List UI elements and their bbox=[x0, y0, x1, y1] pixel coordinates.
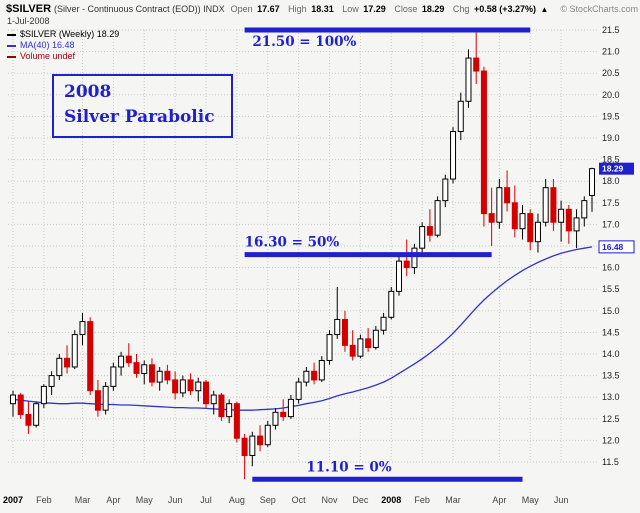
symbol: $SILVER bbox=[6, 3, 52, 15]
svg-text:12.0: 12.0 bbox=[602, 435, 620, 445]
candles-layer bbox=[10, 32, 595, 480]
svg-text:May: May bbox=[522, 495, 540, 505]
legend-label: $SILVER (Weekly) 18.29 bbox=[20, 29, 120, 39]
svg-text:14.0: 14.0 bbox=[602, 349, 620, 359]
svg-text:Dec: Dec bbox=[352, 495, 369, 505]
chg-label: Chg bbox=[452, 4, 470, 14]
svg-text:20.5: 20.5 bbox=[602, 68, 620, 78]
open-value: 17.67 bbox=[257, 4, 280, 14]
high-label: High bbox=[288, 4, 307, 14]
svg-text:17.0: 17.0 bbox=[602, 219, 620, 229]
svg-text:Mar: Mar bbox=[445, 495, 461, 505]
svg-text:Feb: Feb bbox=[414, 495, 430, 505]
high-value: 18.31 bbox=[311, 4, 334, 14]
svg-text:16.30 = 50%: 16.30 = 50% bbox=[245, 235, 340, 251]
chart-date: 1-Jul-2008 bbox=[7, 16, 50, 26]
x-axis-labels: 2007 Feb Mar Apr May Jun Jul Aug Sep Oct Nov Dec 200… bbox=[3, 495, 568, 505]
title-description: (Silver - Continuous Contract (EOD)) IND… bbox=[54, 4, 225, 14]
last-price-tag bbox=[599, 162, 634, 175]
candlestick-series-icon bbox=[7, 33, 16, 36]
chg-value: +0.58 (+3.27%) bbox=[473, 4, 536, 14]
svg-text:15.0: 15.0 bbox=[602, 306, 620, 316]
svg-text:12.5: 12.5 bbox=[602, 414, 620, 424]
annotation-box: 2008 Silver Parabolic bbox=[52, 74, 233, 139]
svg-text:Apr: Apr bbox=[106, 495, 120, 505]
svg-text:17.5: 17.5 bbox=[602, 198, 620, 208]
svg-text:May: May bbox=[136, 495, 154, 505]
svg-text:18.29: 18.29 bbox=[602, 164, 624, 174]
annotation-box-line1: 2008 bbox=[64, 82, 112, 102]
open-label: Open bbox=[230, 4, 253, 14]
legend-label: MA(40) 16.48 bbox=[20, 40, 75, 50]
low-label: Low bbox=[342, 4, 359, 14]
svg-text:19.0: 19.0 bbox=[602, 133, 620, 143]
ma-value-tag bbox=[598, 240, 635, 254]
annotation-box-line2: Silver Parabolic bbox=[64, 106, 215, 127]
legend-item-1: MA(40) 16.48 bbox=[7, 40, 119, 51]
svg-text:13.5: 13.5 bbox=[602, 371, 620, 381]
ma-line-icon bbox=[7, 44, 16, 47]
svg-text:Mar: Mar bbox=[75, 495, 91, 505]
svg-text:11.10 = 0%: 11.10 = 0% bbox=[306, 459, 391, 475]
fib-annotation-lines: 21.50 = 100% 16.30 = 50% 11.10 = 0% bbox=[244, 27, 531, 482]
svg-text:13.0: 13.0 bbox=[602, 392, 620, 402]
close-value: 18.29 bbox=[421, 4, 445, 14]
svg-text:21.0: 21.0 bbox=[602, 47, 620, 57]
svg-text:19.5: 19.5 bbox=[602, 111, 620, 121]
chart-header: $SILVER (Silver - Continuous Contract (E… bbox=[6, 3, 639, 15]
price-tags: 18.29 16.48 bbox=[598, 162, 635, 254]
svg-text:Feb: Feb bbox=[36, 495, 52, 505]
svg-text:Sep: Sep bbox=[260, 495, 276, 505]
legend: $SILVER (Weekly) 18.29 MA(40) 16.48 Volu… bbox=[7, 29, 119, 62]
svg-text:Oct: Oct bbox=[292, 495, 307, 505]
svg-text:18.5: 18.5 bbox=[602, 155, 620, 165]
svg-text:Jun: Jun bbox=[168, 495, 183, 505]
up-arrow-icon: ▲ bbox=[540, 5, 549, 14]
volume-series-icon bbox=[7, 55, 16, 58]
close-label: Close bbox=[394, 4, 418, 14]
svg-text:21.5: 21.5 bbox=[602, 25, 620, 35]
svg-text:2007: 2007 bbox=[3, 495, 23, 505]
svg-text:Jul: Jul bbox=[200, 495, 212, 505]
ma40-line bbox=[12, 246, 593, 411]
svg-text:20.0: 20.0 bbox=[602, 90, 620, 100]
svg-text:Aug: Aug bbox=[229, 495, 245, 505]
quote-row: Open 17.67 High 18.31 Low 17.29 Close 18… bbox=[225, 4, 549, 14]
svg-text:Jun: Jun bbox=[554, 495, 569, 505]
low-value: 17.29 bbox=[363, 4, 386, 14]
svg-text:Nov: Nov bbox=[322, 495, 339, 505]
legend-item-2: Volume undef bbox=[7, 51, 119, 62]
svg-text:16.0: 16.0 bbox=[602, 263, 620, 273]
legend-item-0: $SILVER (Weekly) 18.29 bbox=[7, 29, 119, 40]
svg-text:16.48: 16.48 bbox=[602, 242, 624, 252]
svg-text:18.0: 18.0 bbox=[602, 176, 620, 186]
svg-text:Apr: Apr bbox=[492, 495, 506, 505]
svg-text:15.5: 15.5 bbox=[602, 284, 620, 294]
svg-text:2008: 2008 bbox=[381, 495, 401, 505]
legend-label: Volume undef bbox=[20, 51, 76, 61]
copyright: © StockCharts.com bbox=[560, 4, 639, 14]
svg-text:11.5: 11.5 bbox=[602, 457, 619, 467]
svg-text:14.5: 14.5 bbox=[602, 327, 620, 337]
svg-text:21.50 = 100%: 21.50 = 100% bbox=[252, 34, 356, 50]
